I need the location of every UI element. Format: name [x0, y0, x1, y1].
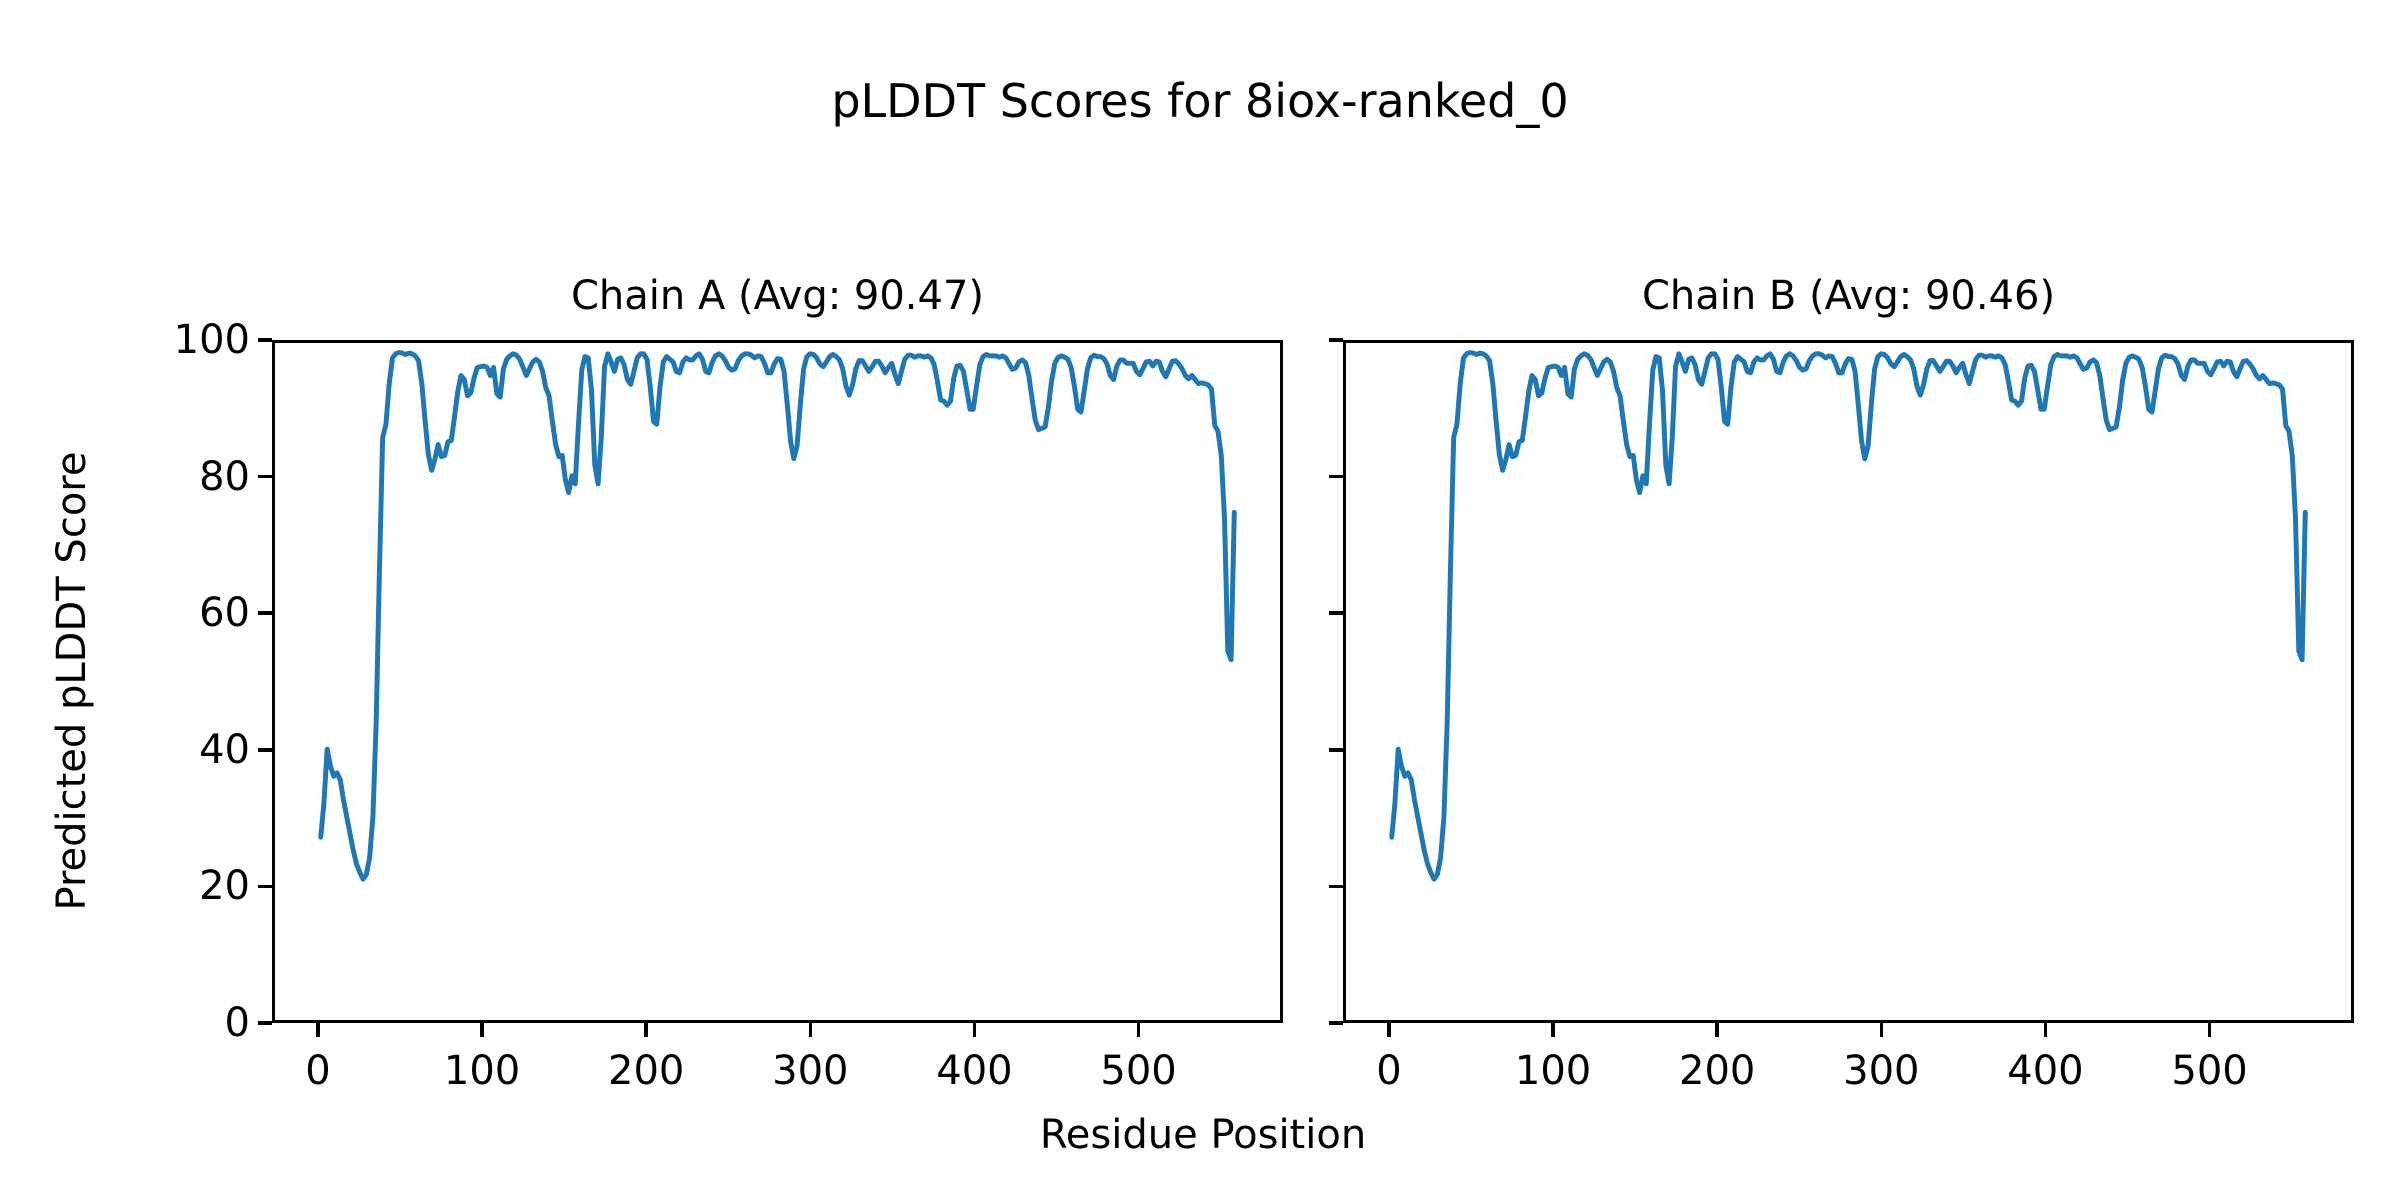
x-axis-label: Residue Position — [1039, 1112, 1367, 1158]
x-tick — [1136, 1023, 1141, 1037]
x-tick-label: 500 — [2171, 1048, 2248, 1094]
x-tick-label: 200 — [608, 1048, 685, 1094]
y-tick — [258, 338, 272, 342]
chain-b-plot-area — [1343, 340, 2354, 1023]
x-tick-label: 100 — [443, 1048, 521, 1094]
y-tick — [1329, 474, 1343, 479]
y-tick — [258, 474, 272, 479]
x-tick — [1715, 1023, 1719, 1037]
y-axis-label: Predicted pLDDT Score — [49, 451, 95, 911]
x-tick — [480, 1023, 484, 1037]
y-tick-label: 20 — [199, 863, 250, 910]
y-tick — [1329, 338, 1343, 342]
x-tick-label: 0 — [1376, 1048, 1402, 1094]
chain-a-plot-area — [272, 340, 1283, 1023]
x-tick-label: 100 — [1514, 1048, 1592, 1094]
figure-title: pLDDT Scores for 8iox-ranked_0 — [831, 74, 1569, 128]
y-tick — [1329, 884, 1343, 889]
y-tick-label: 80 — [199, 453, 250, 500]
y-tick — [258, 611, 272, 615]
plddt-line-chain-b — [1389, 350, 2308, 882]
x-tick-label: 300 — [1843, 1048, 1920, 1094]
y-tick-label: 100 — [173, 317, 250, 363]
x-tick-label: 400 — [2007, 1048, 2084, 1094]
x-tick — [644, 1023, 648, 1037]
y-tick-label: 60 — [199, 590, 250, 637]
x-tick — [972, 1023, 977, 1037]
x-tick-label: 500 — [1100, 1048, 1177, 1094]
y-tick — [1329, 1021, 1343, 1025]
subplot-title-chain-b: Chain B (Avg: 90.46) — [1641, 273, 2056, 319]
x-tick — [808, 1023, 813, 1037]
y-tick — [258, 884, 272, 889]
x-tick-label: 400 — [936, 1048, 1013, 1094]
y-tick-label: 40 — [199, 726, 250, 773]
y-tick — [258, 1021, 272, 1025]
x-tick-label: 300 — [772, 1048, 849, 1094]
x-tick-label: 0 — [305, 1048, 331, 1094]
y-tick — [258, 748, 272, 752]
x-tick — [1551, 1023, 1555, 1037]
y-tick — [1329, 748, 1343, 752]
y-tick-label: 0 — [224, 1000, 250, 1046]
x-tick — [2207, 1023, 2212, 1037]
plddt-line-chain-a — [318, 350, 1237, 882]
x-tick — [2043, 1023, 2048, 1037]
x-tick-label: 200 — [1679, 1048, 1756, 1094]
subplot-title-chain-a: Chain A (Avg: 90.47) — [570, 273, 985, 319]
y-tick — [1329, 611, 1343, 615]
x-tick — [316, 1023, 320, 1037]
x-tick — [1387, 1023, 1391, 1037]
x-tick — [1879, 1023, 1884, 1037]
